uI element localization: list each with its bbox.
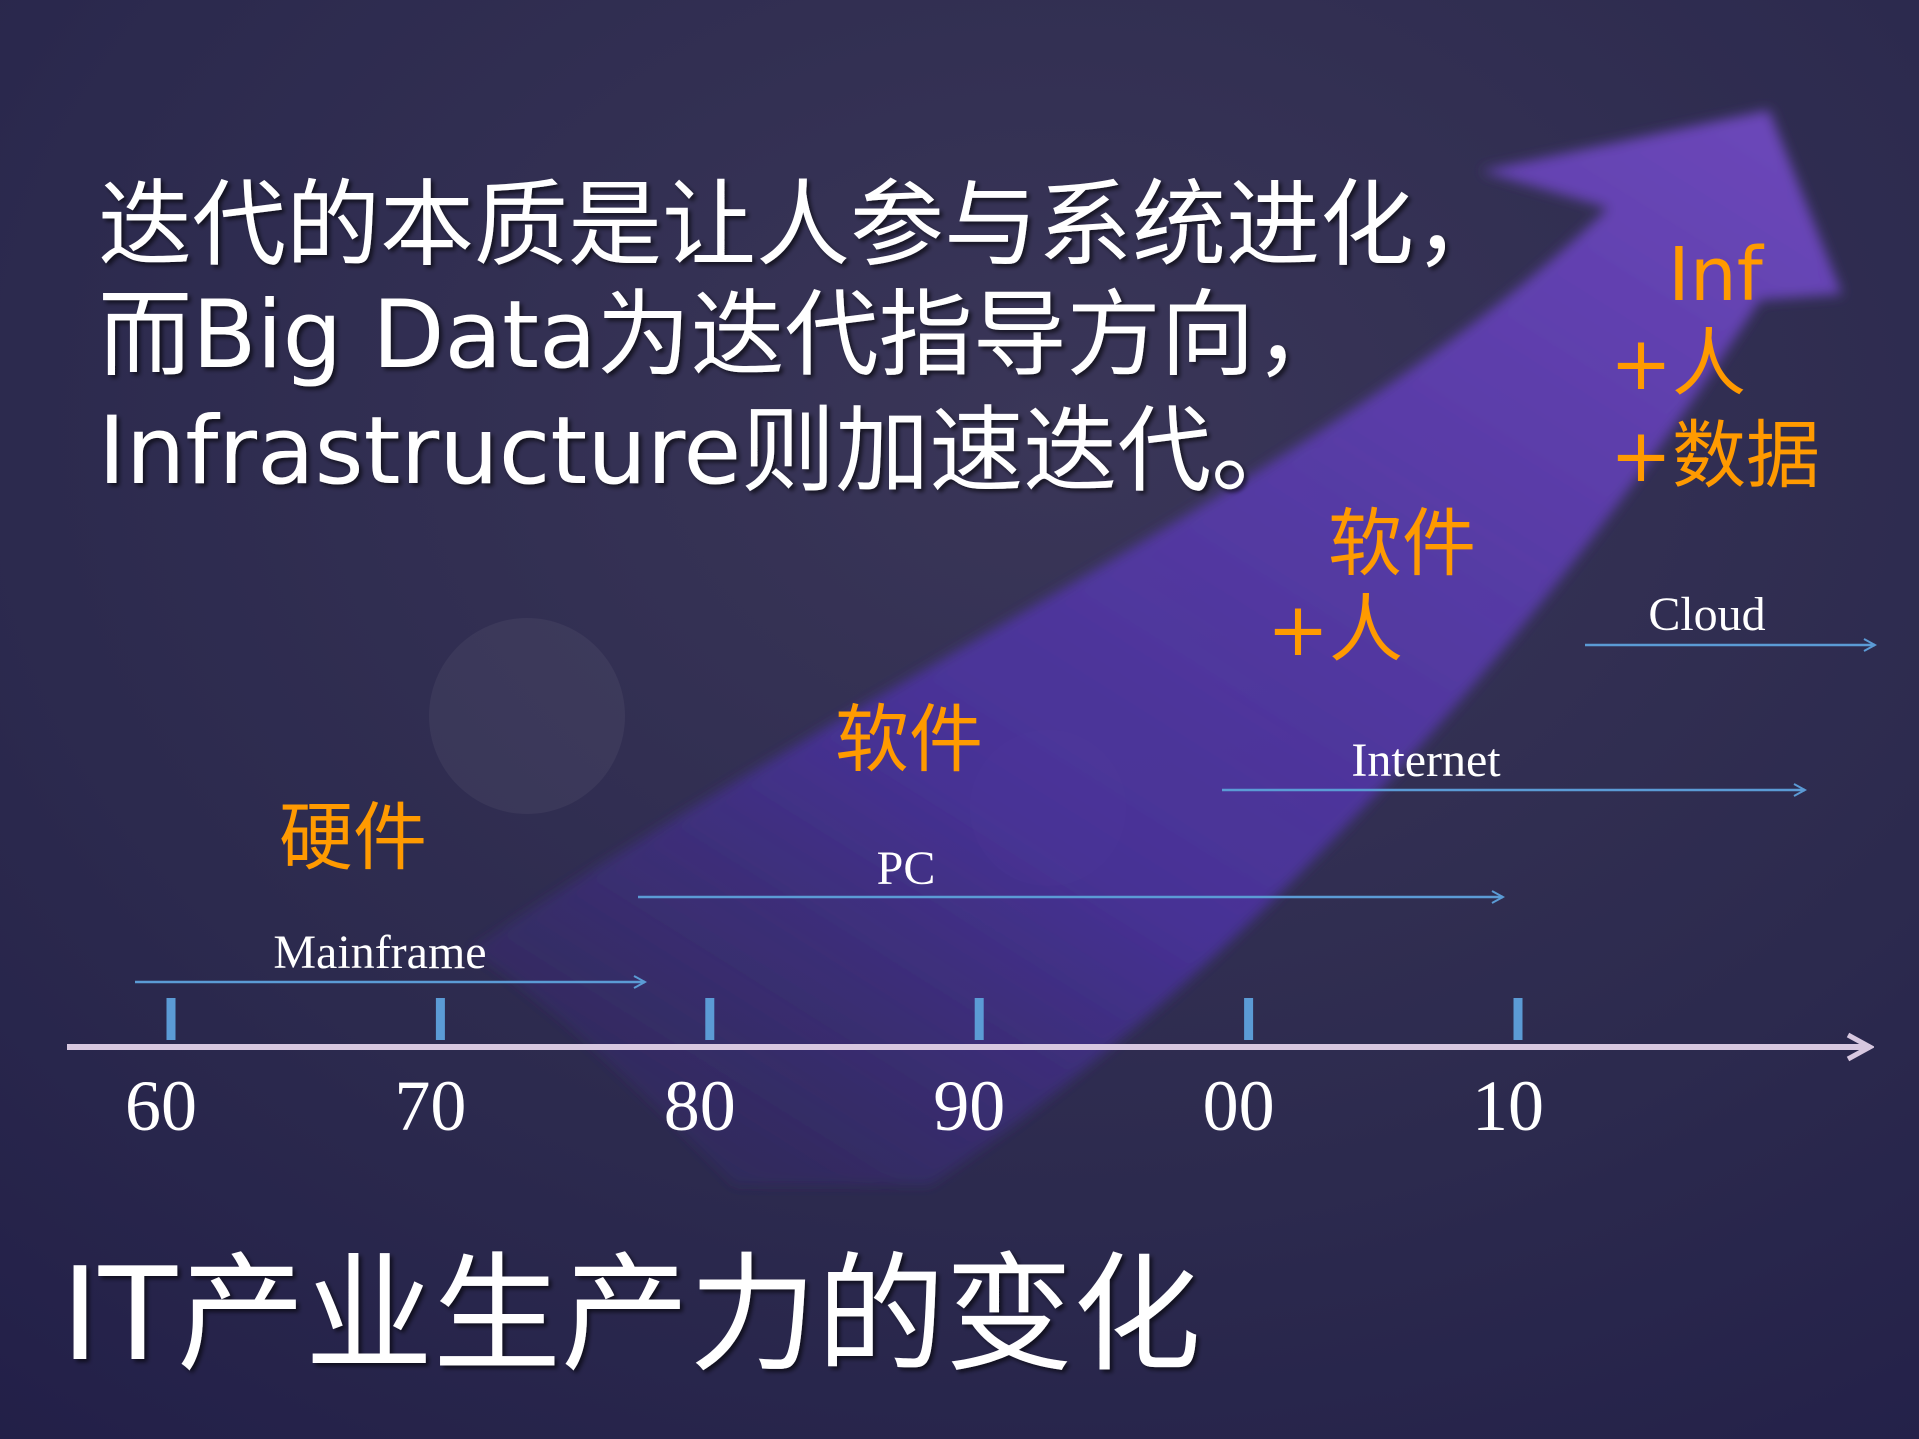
stage-software-people-1: 软件: [1328, 501, 1476, 587]
stage-inf-2: +人: [1610, 321, 1746, 407]
stage-software-people-2: +人: [1267, 587, 1403, 673]
stage-inf-3: +数据: [1610, 413, 1820, 499]
tick-label: 70: [394, 1066, 466, 1146]
tick-label: 60: [125, 1066, 197, 1146]
tick-label: 90: [933, 1066, 1005, 1146]
stage-software: 软件: [835, 697, 983, 783]
stage-inf-1: Inf: [1668, 232, 1765, 318]
decorative-circle: [429, 618, 625, 814]
headline-line-2: 而Big Data为迭代指导方向，: [98, 281, 1349, 390]
bottom-title: IT产业生产力的变化: [61, 1241, 1201, 1390]
stage-hardware: 硬件: [279, 795, 427, 881]
headline-line-3: Infrastructure则加速迭代。: [98, 397, 1305, 506]
tick-label: 10: [1472, 1066, 1544, 1146]
headline-line-1: 迭代的本质是让人参与系统进化，: [98, 171, 1508, 280]
era-label-mainframe: Mainframe: [273, 926, 486, 979]
tick-label: 00: [1203, 1066, 1275, 1146]
era-label-pc: PC: [877, 842, 936, 895]
growth-arrow: [470, 110, 1842, 1185]
tick-label: 80: [664, 1066, 736, 1146]
era-label-cloud: Cloud: [1648, 588, 1765, 641]
era-label-internet: Internet: [1351, 734, 1501, 787]
